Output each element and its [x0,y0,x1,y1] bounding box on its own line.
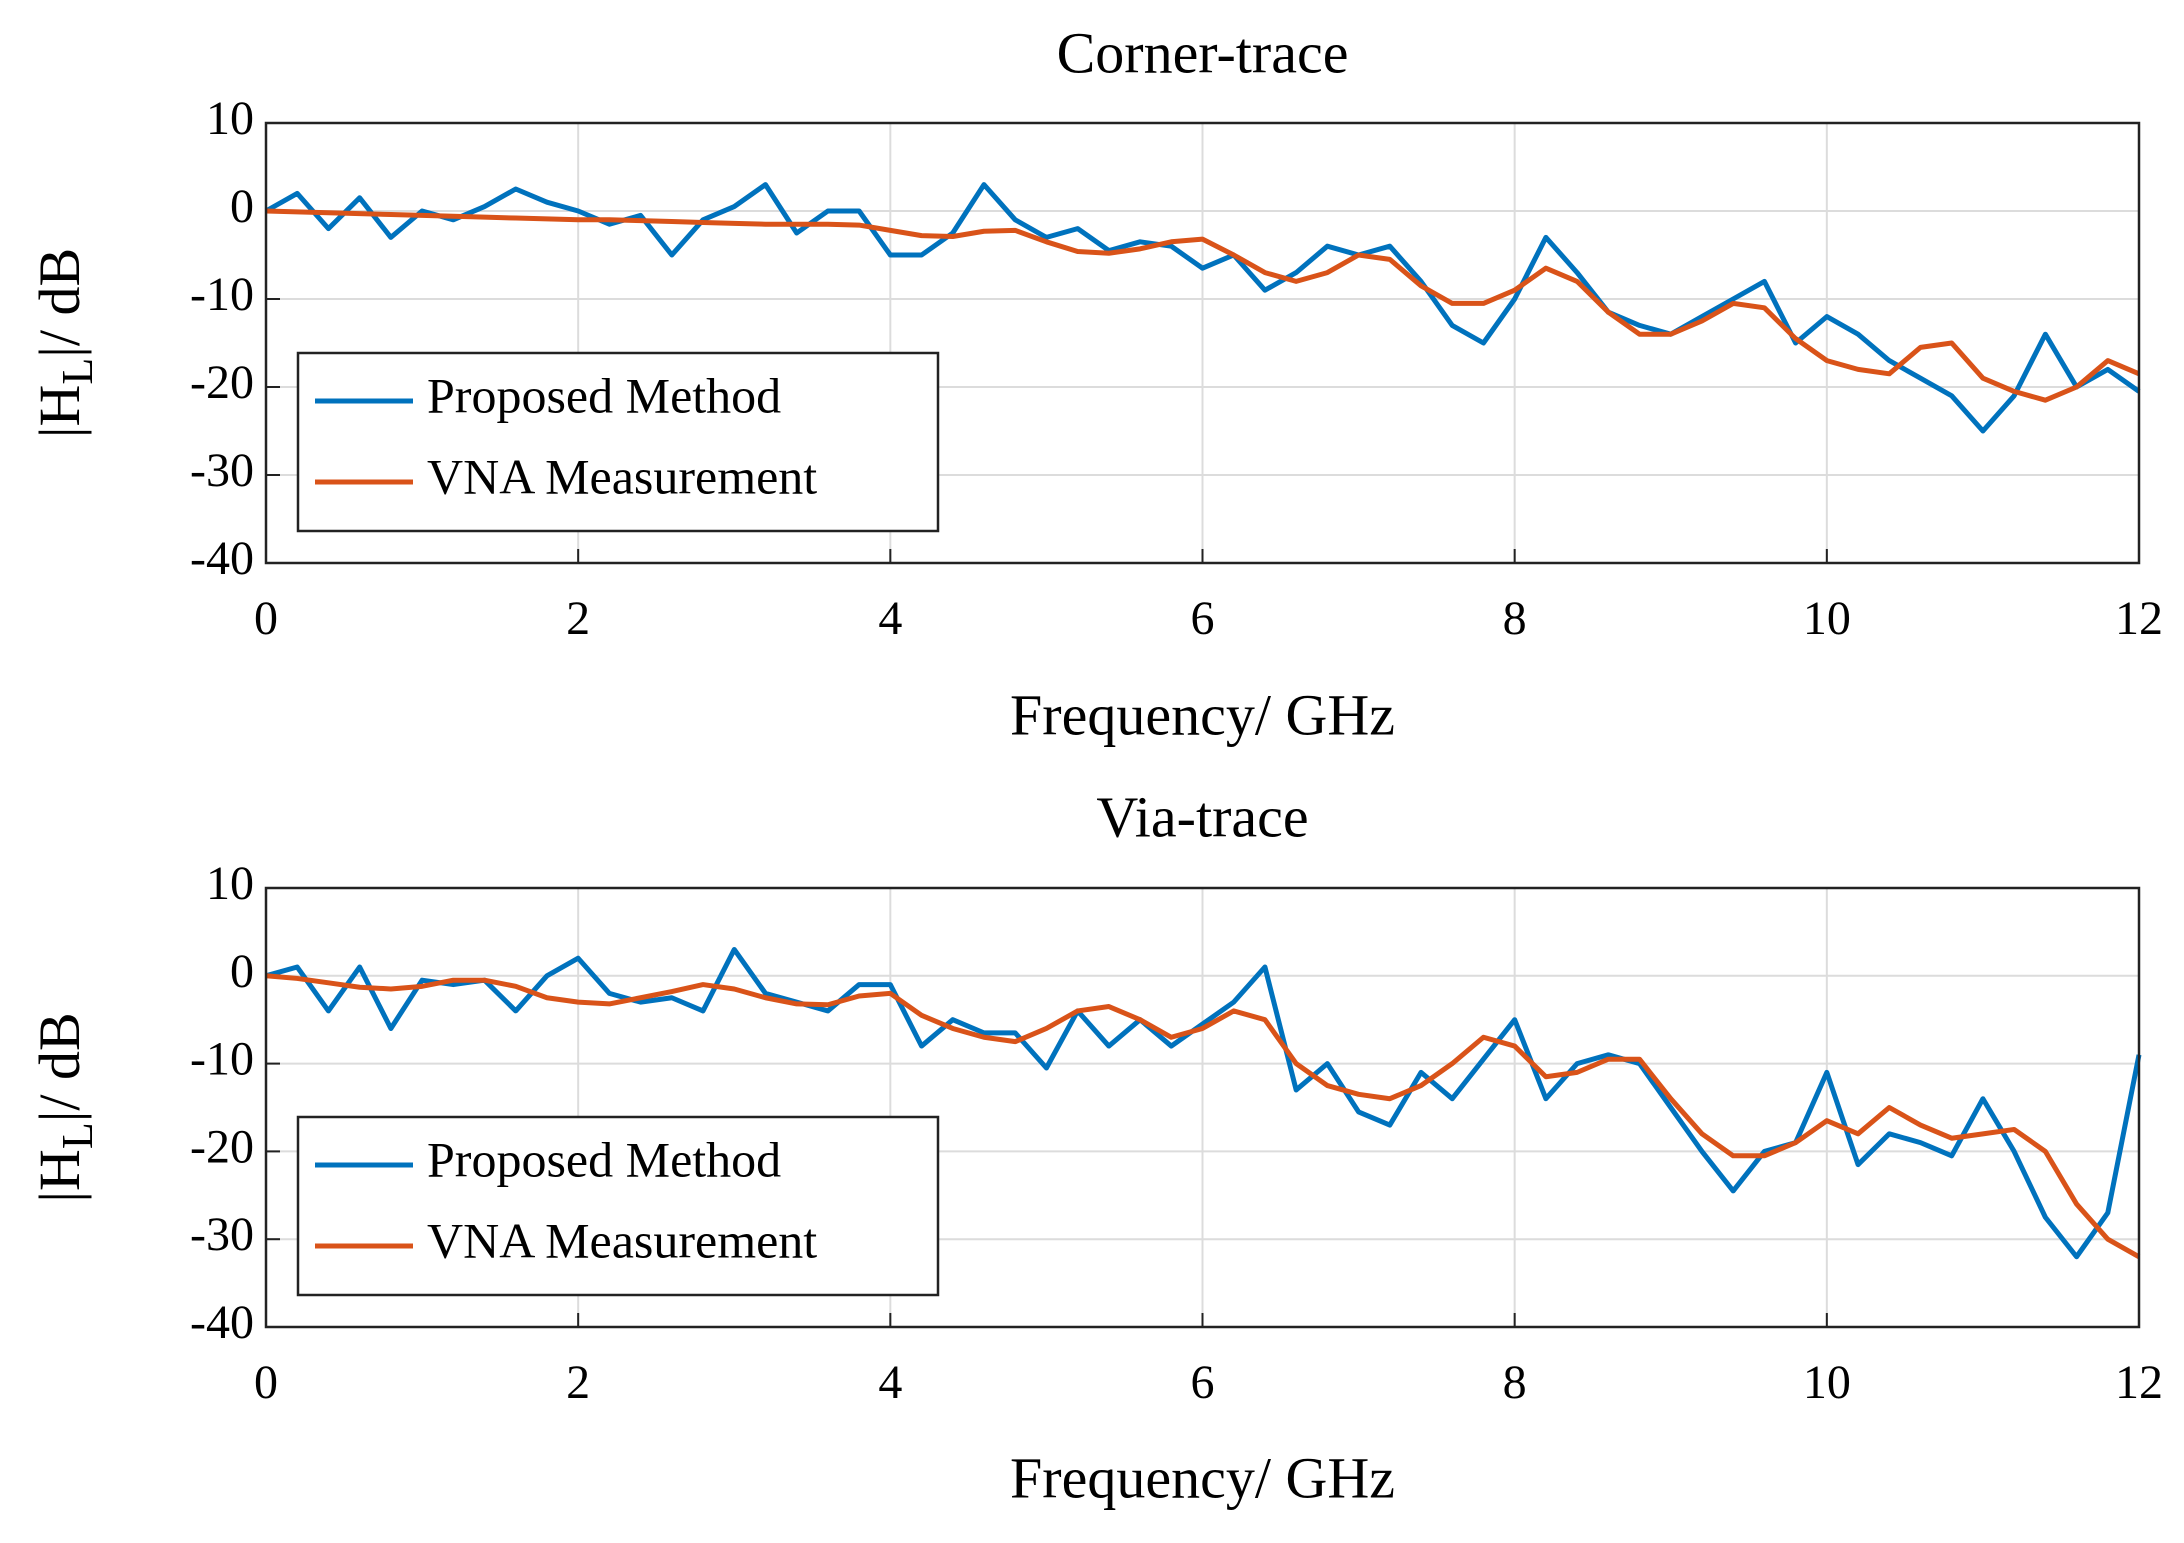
y-tick-label: -10 [190,268,254,321]
y-tick-label: -20 [190,356,254,409]
x-tick-label: 4 [878,1356,902,1409]
plot-frame [264,121,2141,565]
y-tick-label: 10 [206,857,254,910]
x-axis-label: Frequency/ GHz [1010,682,1395,747]
legend-label: Proposed Method [427,367,781,423]
x-tick-label: 10 [1803,1356,1851,1409]
y-label-main: |H [27,1149,92,1203]
x-tick-label: 4 [878,592,902,645]
y-tick-label: -40 [190,1296,254,1349]
y-tick-label: -20 [190,1120,254,1173]
y-tick-label: 0 [230,180,254,233]
x-tick-label: 0 [254,592,278,645]
y-tick-label: -30 [190,444,254,497]
y-tick-label: -10 [190,1033,254,1086]
chart-title: Corner-trace [1057,20,1349,85]
y-tick-label: -40 [190,532,254,585]
y-tick-label: -30 [190,1208,254,1261]
legend-box [296,351,940,533]
y-label-rest: |/ dB [27,1012,92,1122]
x-tick-label: 6 [1191,592,1215,645]
x-tick-label: 8 [1503,592,1527,645]
x-tick-label: 10 [1803,592,1851,645]
x-tick-label: 8 [1503,1356,1527,1409]
y-tick-label: 10 [206,92,254,145]
y-axis-label: |HL|/ dB [27,248,102,438]
x-tick-label: 12 [2115,592,2163,645]
x-axis-label: Frequency/ GHz [1010,1445,1395,1510]
data-line [265,208,2140,403]
y-label-main: |H [27,385,92,439]
x-tick-label: 0 [254,1356,278,1409]
y-label-rest: |/ dB [27,248,92,358]
data-line [264,182,2141,434]
x-tick-label: 12 [2115,1356,2163,1409]
y-label-sub: L [53,1122,102,1149]
y-tick-label: 0 [230,945,254,998]
x-tick-label: 2 [566,1356,590,1409]
data-line [265,973,2141,1259]
legend-box [296,1115,940,1297]
chart-title: Via-trace [1096,784,1308,849]
legend-label: Proposed Method [427,1131,781,1187]
x-tick-label: 2 [566,592,590,645]
plot-frame [264,886,2141,1329]
x-tick-label: 6 [1191,1356,1215,1409]
y-axis-label: |HL|/ dB [27,1012,102,1202]
data-line [265,946,2142,1260]
legend-label: VNA Measurement [427,1212,817,1268]
y-label-sub: L [53,358,102,385]
legend-label: VNA Measurement [427,448,817,504]
